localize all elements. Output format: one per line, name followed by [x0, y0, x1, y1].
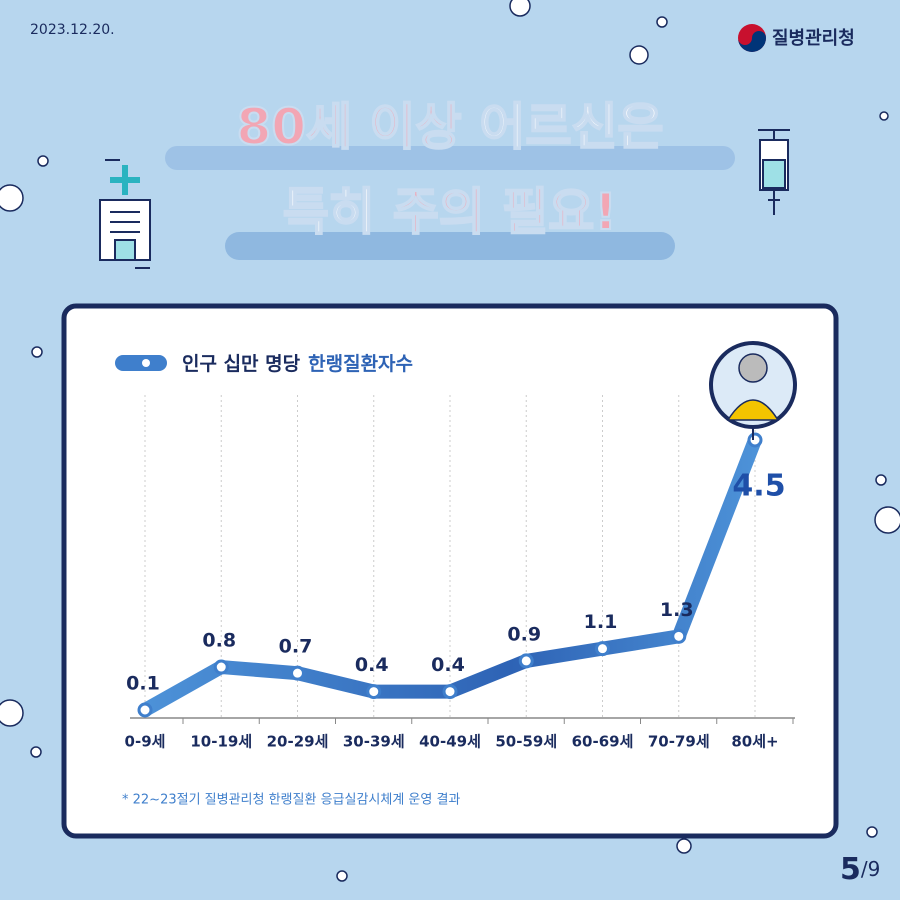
point	[518, 653, 534, 669]
point	[290, 665, 305, 681]
x-tick-label: 10-19세	[190, 733, 252, 751]
x-tick-label: 20-29세	[267, 733, 329, 751]
point	[595, 641, 610, 657]
point	[137, 702, 153, 718]
point	[747, 432, 763, 448]
title: 80세 이상 어르신은	[237, 98, 664, 156]
point	[671, 628, 687, 644]
x-tick-label: 60-69세	[572, 733, 634, 751]
value-label: 1.3	[660, 599, 694, 621]
highlight	[165, 146, 735, 170]
value-label: 1.1	[584, 611, 618, 633]
point	[442, 684, 458, 700]
avatar	[709, 341, 797, 440]
x-tick-label: 70-79세	[648, 733, 710, 751]
legend-swatch	[142, 359, 150, 367]
x-tick-label: 40-49세	[419, 733, 481, 751]
value-label: 0.9	[507, 623, 541, 645]
point	[213, 659, 229, 675]
title: 특히 주의 필요!	[283, 183, 617, 241]
syringe-icon	[758, 129, 790, 215]
value-label: 0.8	[202, 630, 236, 652]
value-label: 0.4	[355, 654, 389, 676]
plot: 0-9세 10-19세 20-29세 30-39세 40-49세 50-59세 60-69세…	[125, 395, 794, 751]
legend-swatch	[115, 355, 167, 371]
agency: 질병관리청	[772, 28, 855, 49]
date: 2023.12.20.	[30, 22, 115, 38]
footnote: * 22~23절기 질병관리청 한랭질환 응급실감시체계 운영 결과	[122, 793, 460, 808]
highlight	[225, 232, 675, 260]
logo-mark	[738, 31, 766, 52]
value-label: 0.4	[431, 654, 465, 676]
hospital-icon	[99, 159, 151, 269]
value-label: 4.5	[732, 469, 785, 504]
x-tick-label: 80세+	[731, 733, 778, 751]
x-tick-label: 0-9세	[125, 733, 166, 751]
value-label: 0.1	[126, 673, 160, 695]
page-number: 5/9	[840, 852, 880, 887]
point	[366, 684, 382, 700]
value-label: 0.7	[279, 636, 313, 658]
x-tick-label: 50-59세	[495, 733, 557, 751]
x-tick-label: 30-39세	[343, 733, 405, 751]
legend: 인구 십만 명당 한랭질환자수	[182, 353, 413, 375]
